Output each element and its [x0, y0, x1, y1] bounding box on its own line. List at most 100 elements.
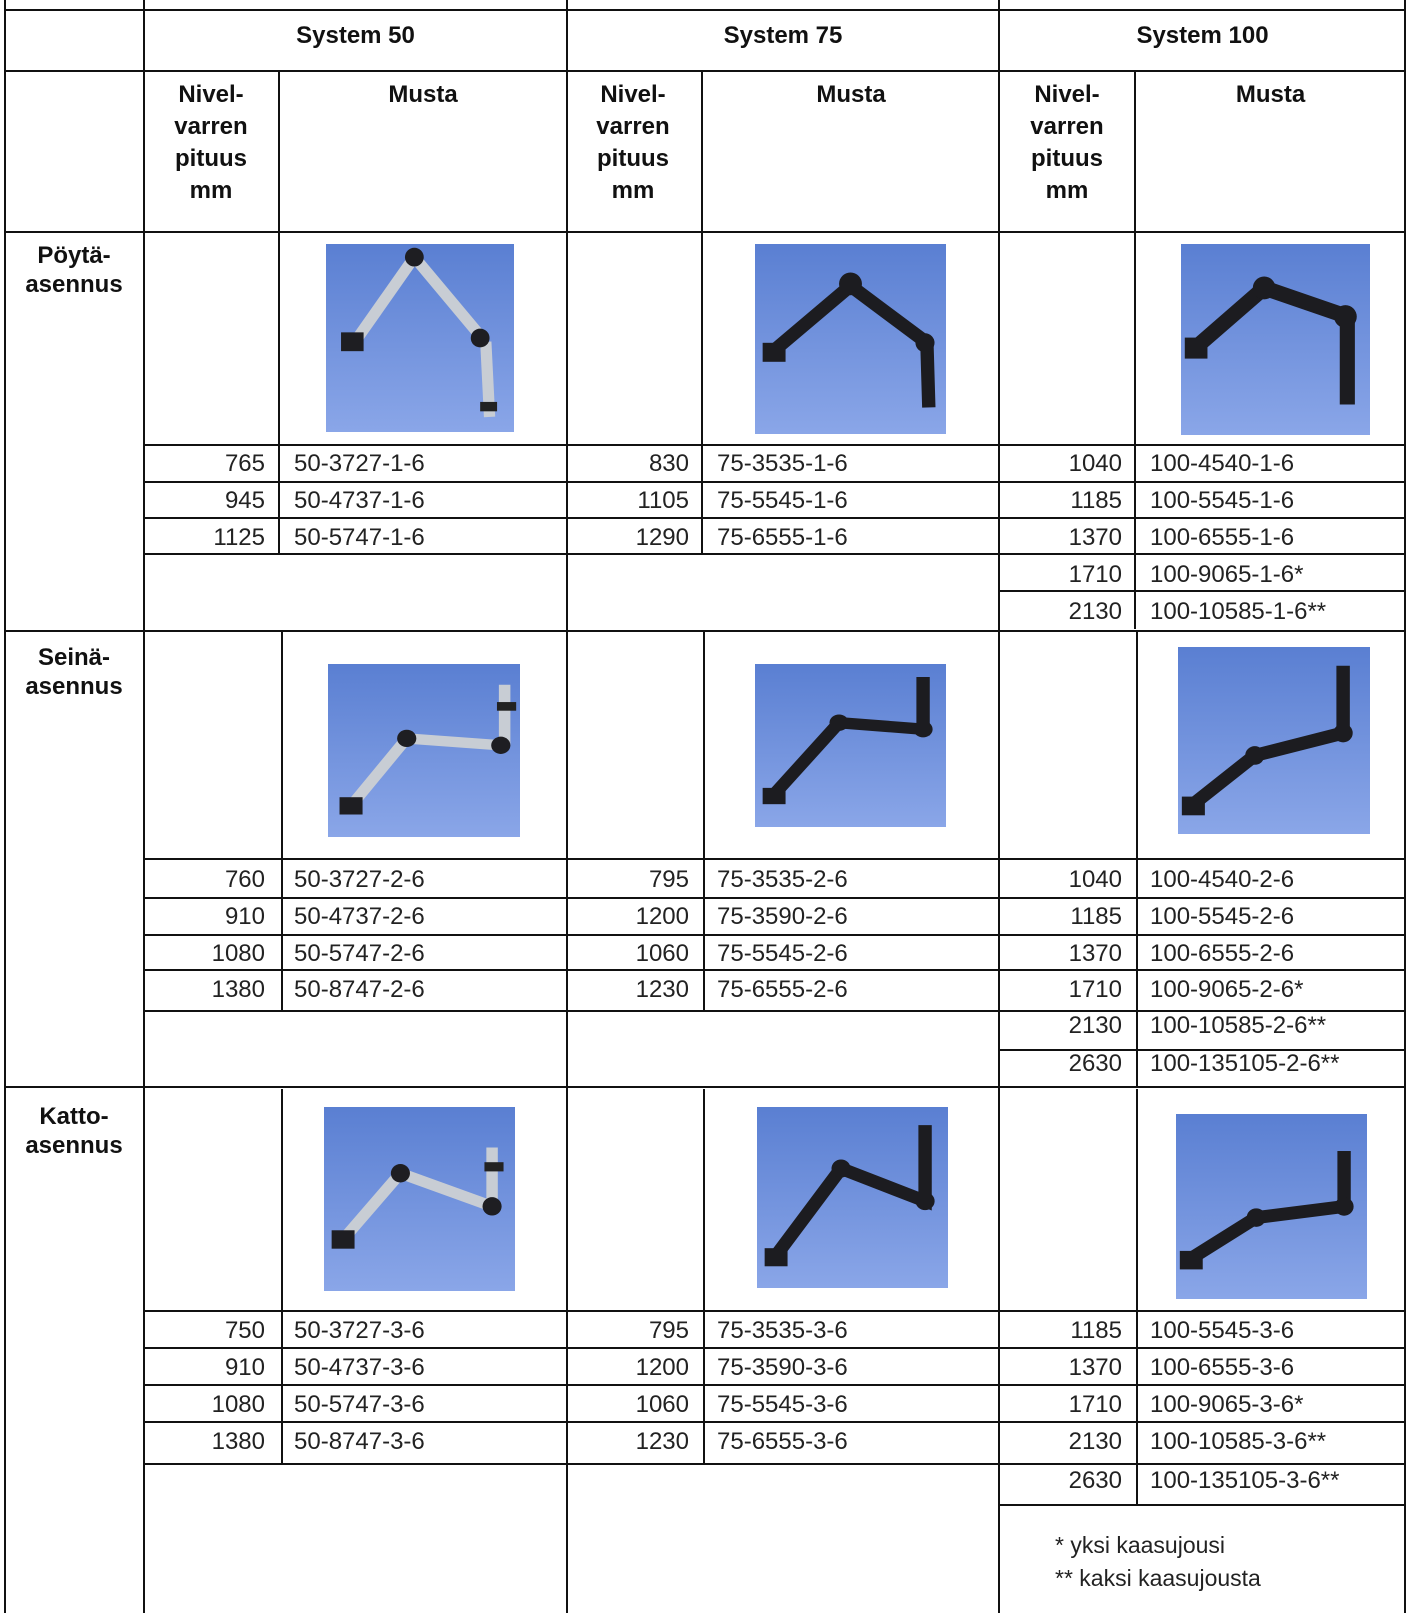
grid-line — [143, 1347, 1406, 1349]
color-column-header-s50: Musta — [388, 81, 458, 108]
grid-line — [143, 0, 145, 1613]
s2-s100-length-0: 1040 — [1068, 866, 1122, 893]
s1-s100-code-2: 100-6555-1-6 — [1150, 524, 1295, 551]
grid-line — [998, 590, 1406, 592]
s1-s75-length-2: 1290 — [635, 524, 689, 551]
grid-line — [143, 481, 1406, 483]
s1-s50-code-0: 50-3727-1-6 — [294, 450, 425, 477]
s2-s100-code-1: 100-5545-2-6 — [1150, 903, 1295, 930]
length-column-header-s50: Nivel-varren pituus mm — [174, 81, 248, 204]
s3-s50-length-0: 750 — [224, 1317, 265, 1344]
grid-line — [143, 934, 1406, 936]
row-label-table-mount: Pöytä-asennus — [25, 242, 123, 298]
s1-s75-code-0: 75-3535-1-6 — [717, 450, 848, 477]
grid-line — [143, 444, 1406, 446]
grid-line — [998, 1049, 1406, 1051]
s3-s75-code-2: 75-5545-3-6 — [717, 1391, 848, 1418]
grid-line — [143, 517, 1406, 519]
length-column-header-s100: Nivel-varren pituus mm — [1030, 81, 1104, 204]
s1-s50-length-0: 765 — [224, 450, 265, 477]
table-mount-arm-s75-image — [755, 244, 946, 434]
row-label-ceiling-mount: Katto-asennus — [25, 1103, 123, 1159]
grid-line — [143, 1310, 1406, 1312]
s2-s100-length-4: 2130 — [1068, 1012, 1122, 1039]
s3-s100-code-1: 100-6555-3-6 — [1150, 1354, 1295, 1381]
s3-s50-code-1: 50-4737-3-6 — [294, 1354, 425, 1381]
grid-line — [1404, 0, 1406, 1613]
s3-s50-length-1: 910 — [224, 1354, 265, 1381]
s3-s100-code-4: 100-135105-3-6** — [1150, 1467, 1340, 1494]
grid-line — [143, 553, 1406, 555]
s3-s50-code-0: 50-3727-3-6 — [294, 1317, 425, 1344]
s2-s100-code-4: 100-10585-2-6** — [1150, 1012, 1327, 1039]
grid-line — [4, 1086, 1406, 1088]
s1-s100-code-0: 100-4540-1-6 — [1150, 450, 1295, 477]
s3-s100-length-0: 1185 — [1070, 1317, 1122, 1344]
s2-s100-length-3: 1710 — [1068, 976, 1122, 1003]
color-column-header-s100: Musta — [1235, 81, 1306, 108]
grid-line — [143, 1010, 1406, 1012]
s2-s100-length-1: 1185 — [1070, 903, 1122, 930]
s2-s75-length-1: 1200 — [635, 903, 689, 930]
grid-line — [281, 632, 283, 1011]
s2-s50-length-2: 1080 — [211, 940, 265, 967]
s2-s100-code-0: 100-4540-2-6 — [1150, 866, 1295, 893]
color-column-header-s75: Musta — [816, 81, 886, 108]
grid-line — [143, 1384, 1406, 1386]
grid-line — [703, 632, 705, 1011]
grid-line — [4, 0, 6, 1613]
grid-line — [998, 0, 1000, 1613]
s3-s75-length-1: 1200 — [635, 1354, 689, 1381]
s3-s75-length-0: 795 — [648, 1317, 689, 1344]
grid-line — [143, 969, 1406, 971]
s2-s75-code-1: 75-3590-2-6 — [717, 903, 848, 930]
s3-s50-code-2: 50-5747-3-6 — [294, 1391, 425, 1418]
grid-line — [143, 858, 1406, 860]
system-50-header: System 50 — [296, 21, 415, 49]
s1-s75-length-1: 1105 — [637, 487, 689, 514]
s2-s50-length-1: 910 — [224, 903, 265, 930]
system-75-header: System 75 — [723, 21, 843, 49]
s1-s100-code-4: 100-10585-1-6** — [1150, 598, 1327, 625]
grid-line — [4, 9, 1406, 11]
s2-s75-length-3: 1230 — [635, 976, 689, 1003]
s3-s75-code-1: 75-3590-3-6 — [717, 1354, 848, 1381]
s3-s75-code-0: 75-3535-3-6 — [717, 1317, 848, 1344]
s2-s50-code-3: 50-8747-2-6 — [294, 976, 425, 1003]
s2-s100-code-2: 100-6555-2-6 — [1150, 940, 1295, 967]
footnote-one-gas-spring: * yksi kaasujousi — [1055, 1532, 1226, 1558]
s1-s75-code-1: 75-5545-1-6 — [717, 487, 848, 514]
s2-s100-code-5: 100-135105-2-6** — [1150, 1050, 1340, 1077]
s3-s100-length-4: 2630 — [1068, 1467, 1122, 1494]
s3-s100-length-3: 2130 — [1068, 1428, 1122, 1455]
s3-s100-code-3: 100-10585-3-6** — [1150, 1428, 1327, 1455]
grid-line — [4, 231, 1406, 233]
s1-s100-code-3: 100-9065-1-6* — [1150, 561, 1304, 588]
grid-line — [4, 70, 1406, 72]
s2-s75-length-0: 795 — [648, 866, 689, 893]
grid-line — [278, 71, 280, 554]
s1-s100-length-3: 1710 — [1068, 561, 1122, 588]
s2-s50-code-0: 50-3727-2-6 — [294, 866, 425, 893]
row-label-wall-mount: Seinä-asennus — [25, 644, 123, 700]
wall-mount-arm-s100-image — [1178, 647, 1370, 834]
grid-line — [143, 1463, 1406, 1465]
s2-s50-code-1: 50-4737-2-6 — [294, 903, 425, 930]
grid-line — [281, 1089, 283, 1465]
s2-s75-code-3: 75-6555-2-6 — [717, 976, 848, 1003]
s2-s50-code-2: 50-5747-2-6 — [294, 940, 425, 967]
s3-s50-code-3: 50-8747-3-6 — [294, 1428, 425, 1455]
s1-s100-length-4: 2130 — [1068, 598, 1122, 625]
s1-s75-length-0: 830 — [648, 450, 689, 477]
s3-s75-length-2: 1060 — [635, 1391, 689, 1418]
grid-line — [998, 1504, 1406, 1506]
s1-s50-length-2: 1125 — [213, 524, 265, 551]
s1-s100-length-2: 1370 — [1068, 524, 1122, 551]
s3-s100-code-0: 100-5545-3-6 — [1150, 1317, 1295, 1344]
s3-s50-length-3: 1380 — [211, 1428, 265, 1455]
ceiling-mount-arm-s100-image — [1176, 1114, 1367, 1299]
s2-s75-code-0: 75-3535-2-6 — [717, 866, 848, 893]
s1-s50-code-2: 50-5747-1-6 — [294, 524, 425, 551]
s1-s50-code-1: 50-4737-1-6 — [294, 487, 425, 514]
s1-s75-code-2: 75-6555-1-6 — [717, 524, 848, 551]
